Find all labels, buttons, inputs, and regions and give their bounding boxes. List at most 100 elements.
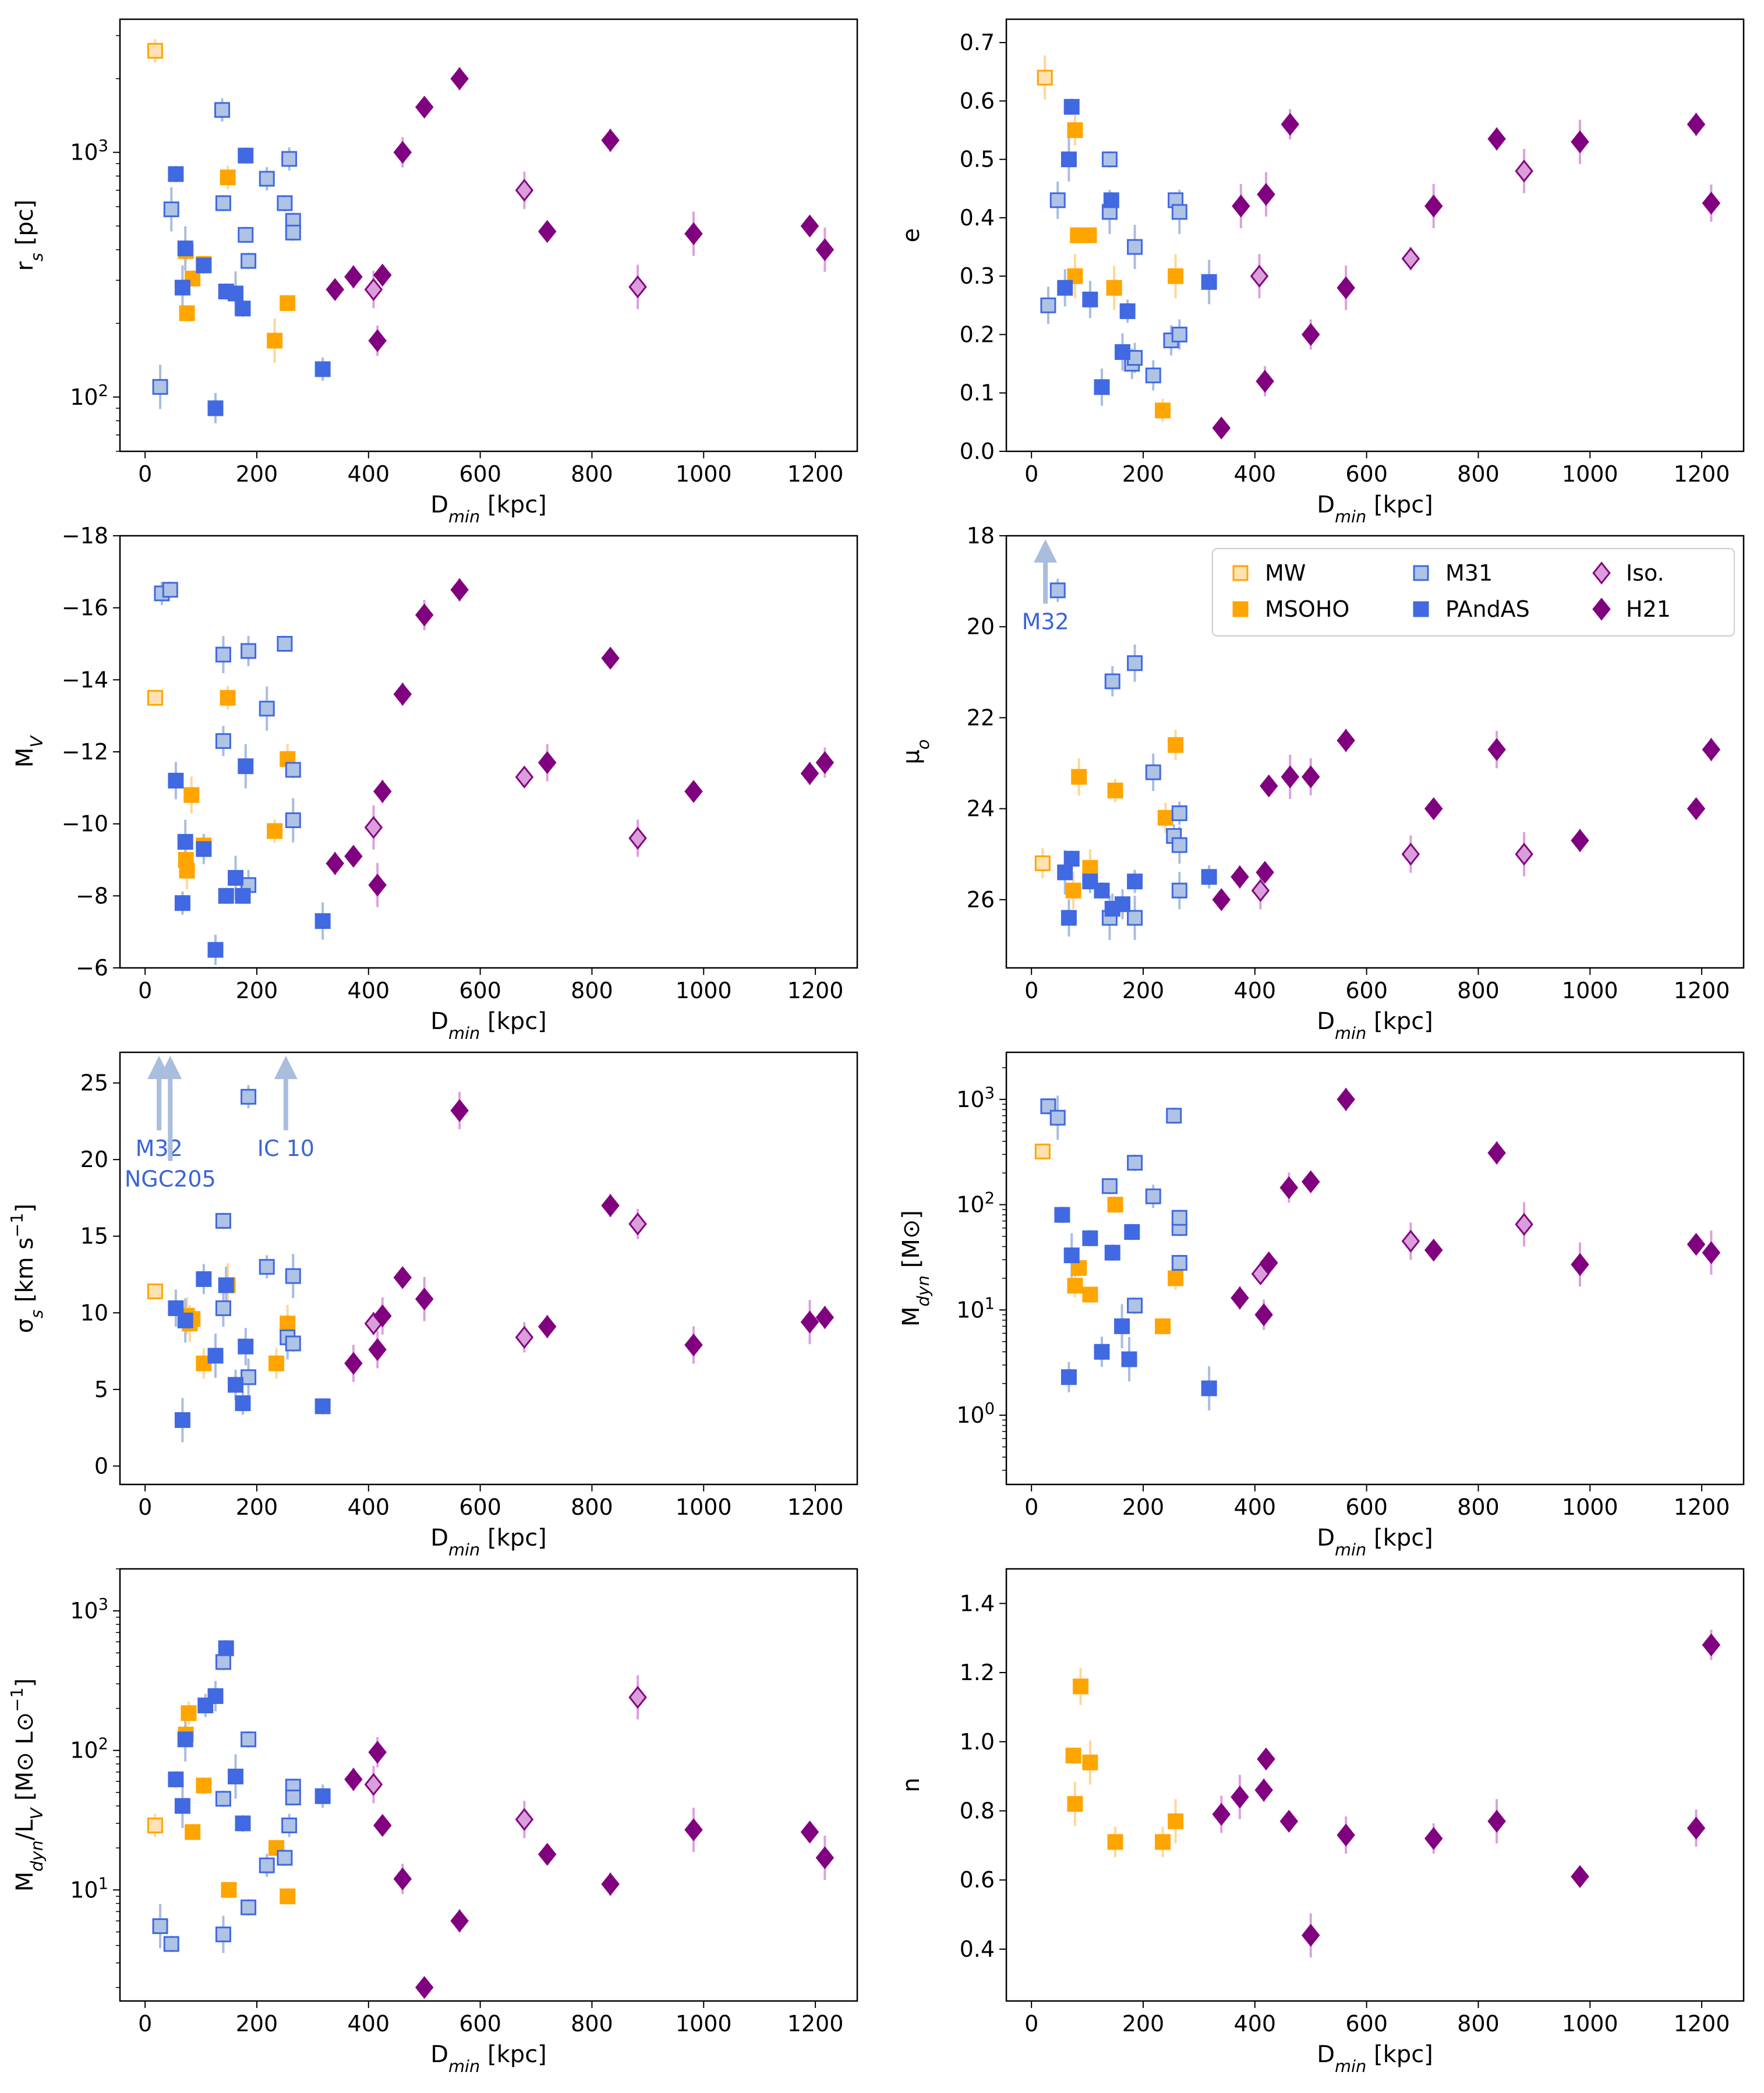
arrow-head — [1034, 539, 1058, 563]
legend-item-msoho: MSOHO — [1232, 596, 1349, 622]
axes-frame — [119, 18, 858, 452]
point-h21 — [1281, 112, 1299, 136]
point-h21 — [1254, 1303, 1273, 1327]
y-axis-label: MV — [12, 735, 47, 768]
y-tick-label: 103 — [956, 1084, 995, 1112]
y-axis-label: μo — [898, 739, 933, 764]
point-msoho — [220, 690, 236, 706]
point-h21 — [1487, 738, 1506, 761]
point-msoho — [1155, 1318, 1171, 1334]
point-m31 — [259, 1857, 275, 1873]
point-pandas — [314, 913, 331, 929]
panel-ML: 0 200 400 600 800 1000 1200 Dmin [kpc] 101 102 103… — [7, 1568, 858, 2076]
x-tick-label: 600 — [1345, 1494, 1388, 1520]
y-tick-label: 103 — [70, 137, 108, 165]
point-h21 — [393, 1867, 412, 1891]
y-axis-label: e — [898, 228, 925, 243]
legend-marker — [1592, 598, 1611, 621]
x-tick-label: 1200 — [787, 1494, 844, 1520]
point-m31 — [1104, 673, 1120, 690]
point-mw — [147, 1818, 163, 1834]
point-pandas — [228, 1377, 244, 1393]
point-h21 — [815, 1846, 835, 1869]
x-tick-label: 400 — [348, 2011, 390, 2037]
point-m31 — [1166, 1108, 1182, 1124]
point-h21 — [373, 1813, 392, 1837]
point-pandas — [174, 280, 190, 296]
point-m31 — [163, 201, 179, 217]
x-tick-label: 1200 — [787, 461, 844, 487]
legend-label: M31 — [1445, 560, 1493, 586]
point-m31 — [215, 195, 231, 211]
point-msoho — [179, 305, 195, 321]
y-tick-label: 24 — [967, 796, 995, 822]
point-h21 — [1231, 1286, 1249, 1310]
point-m31 — [1127, 910, 1143, 926]
x-tick-label: 400 — [348, 461, 390, 487]
point-h21 — [1687, 797, 1706, 821]
point-h21 — [415, 1287, 434, 1311]
point-pandas — [1094, 882, 1110, 899]
point-h21 — [415, 603, 434, 627]
y-axis-label: rs [pc] — [12, 200, 47, 271]
point-msoho — [179, 862, 195, 879]
x-tick-label: 200 — [236, 978, 278, 1003]
x-tick-label: 800 — [1457, 1494, 1500, 1520]
point-msoho — [1168, 737, 1184, 753]
point-iso — [515, 179, 534, 202]
y-tick-label: 10 — [80, 1300, 108, 1325]
point-pandas — [1054, 1207, 1070, 1223]
point-pandas — [1201, 869, 1217, 885]
point-h21 — [450, 1099, 469, 1122]
point-m31 — [1145, 764, 1161, 780]
point-h21 — [815, 751, 835, 775]
point-m31 — [277, 1850, 293, 1866]
x-tick-label: 1000 — [676, 1494, 732, 1520]
point-h21 — [1281, 765, 1299, 789]
point-h21 — [800, 214, 819, 238]
legend-item-pandas: PAndAS — [1413, 596, 1530, 622]
point-m31 — [1127, 655, 1143, 671]
point-msoho — [1168, 1813, 1184, 1829]
point-m31 — [215, 1791, 231, 1807]
legend-marker — [1592, 561, 1611, 585]
point-h21 — [450, 578, 469, 602]
point-iso — [364, 1773, 383, 1796]
point-h21 — [1301, 323, 1320, 347]
point-m31 — [277, 636, 293, 652]
point-h21 — [1256, 369, 1274, 393]
point-pandas — [207, 400, 224, 416]
point-h21 — [326, 852, 344, 875]
y-tick-label: −12 — [62, 739, 108, 765]
point-m31 — [1040, 297, 1056, 313]
point-mw — [147, 43, 163, 59]
point-mw — [1034, 855, 1051, 871]
arrow-head — [274, 1056, 298, 1079]
legend-marker — [1232, 565, 1249, 581]
point-msoho — [1155, 1834, 1171, 1850]
point-h21 — [538, 1315, 557, 1338]
point-m31 — [163, 1936, 179, 1952]
y-tick-label: 102 — [70, 1735, 108, 1763]
point-pandas — [235, 1395, 251, 1412]
point-msoho — [1065, 1748, 1081, 1764]
point-h21 — [1301, 1170, 1320, 1193]
point-pandas — [228, 1769, 244, 1785]
point-h21 — [1232, 195, 1250, 218]
point-pandas — [207, 1348, 224, 1364]
panel-rs: 0 200 400 600 800 1000 1200 Dmin [kpc] 102 103 rs … — [12, 18, 858, 526]
x-axis-label: Dmin [kpc] — [430, 492, 547, 526]
arrow-head — [158, 1056, 182, 1079]
point-h21 — [601, 1872, 620, 1896]
x-tick-label: 600 — [459, 2011, 501, 2037]
point-msoho — [1067, 1796, 1083, 1812]
point-h21 — [1231, 1786, 1249, 1809]
point-msoho — [1107, 1197, 1123, 1213]
y-tick-label: 102 — [956, 1189, 995, 1218]
point-h21 — [326, 278, 344, 301]
point-h21 — [601, 129, 620, 152]
point-msoho — [185, 1824, 201, 1840]
point-h21 — [1301, 1924, 1320, 1947]
point-pandas — [1114, 896, 1130, 913]
